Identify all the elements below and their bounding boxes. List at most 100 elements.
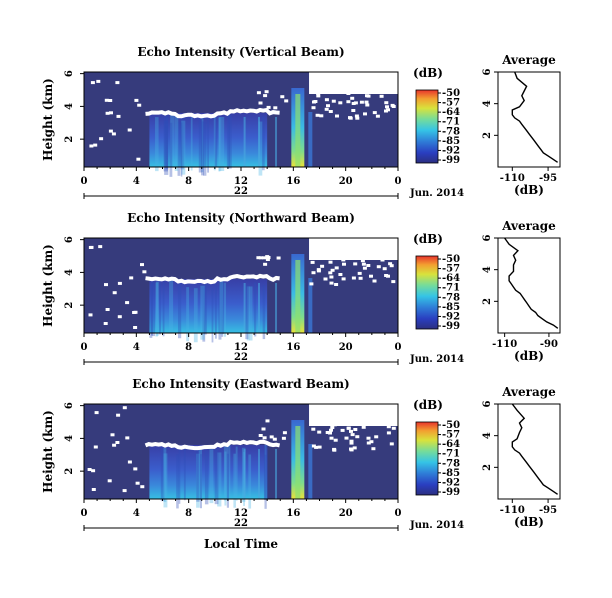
strong-echo-core <box>295 426 301 499</box>
missing-data-pixel <box>125 436 130 440</box>
missing-data-pixel <box>142 270 147 274</box>
missing-data-pixel <box>324 107 329 111</box>
missing-data-pixel <box>93 143 98 147</box>
missing-data-pixel <box>256 91 261 95</box>
precipitation-streak <box>213 116 216 171</box>
precipitation-streak <box>164 120 169 175</box>
colorbar-unit: (dB) <box>413 66 443 80</box>
precipitation-streak <box>214 284 217 339</box>
colorbar-tick-label: -92 <box>442 477 460 488</box>
missing-data-pixel <box>330 426 335 429</box>
missing-data-pixel <box>276 256 281 260</box>
precipitation-streak <box>190 116 193 171</box>
precipitation-streak <box>193 288 198 343</box>
heatmap-panel-1 <box>80 71 441 199</box>
missing-data-pixel <box>258 101 263 105</box>
missing-data-pixel <box>88 246 93 249</box>
x-tick-label: 20 <box>339 508 353 519</box>
missing-data-pixel <box>338 101 343 105</box>
precipitation-streak <box>207 118 210 173</box>
y-tick-label: 2 <box>482 298 493 305</box>
missing-data-region <box>309 72 398 94</box>
y-tick-label: 2 <box>482 132 493 139</box>
missing-data-pixel <box>312 100 316 104</box>
x-axis-label: (dB) <box>514 349 544 363</box>
precipitation-region <box>149 278 268 333</box>
missing-data-pixel <box>320 256 325 260</box>
x-tick-label: 16 <box>286 176 300 187</box>
missing-data-pixel <box>376 265 381 269</box>
missing-data-pixel <box>137 103 142 107</box>
x-tick-label: -95 <box>539 505 557 516</box>
average-profile-panel-3 <box>494 403 561 503</box>
missing-data-pixel <box>98 245 103 249</box>
missing-data-pixel <box>111 132 116 136</box>
missing-data-pixel <box>261 427 266 431</box>
precipitation-streak <box>151 282 156 337</box>
x-tick-label: -110 <box>500 505 525 516</box>
precipitation-streak <box>264 444 267 500</box>
missing-data-pixel <box>366 94 371 98</box>
missing-data-pixel <box>99 137 104 141</box>
missing-data-pixel <box>311 271 316 275</box>
average-profile-line <box>511 71 558 163</box>
colorbar <box>415 255 439 330</box>
missing-data-pixel <box>317 430 322 434</box>
average-profile-line <box>511 403 558 495</box>
missing-data-pixel <box>326 104 330 108</box>
x-tick-label: 4 <box>133 508 140 519</box>
missing-data-pixel <box>331 99 336 103</box>
colorbar-tick-label: -85 <box>442 302 460 313</box>
missing-data-pixel <box>129 276 134 280</box>
missing-data-pixel <box>389 264 394 268</box>
average-profile-line <box>504 237 559 329</box>
missing-data-pixel <box>127 128 132 132</box>
colorbar-tick-label: -85 <box>442 468 460 479</box>
missing-data-pixel <box>332 448 337 452</box>
precipitation-streak <box>160 447 165 502</box>
precipitation-streak <box>203 280 207 335</box>
precipitation-streak <box>226 453 229 508</box>
missing-data-pixel <box>329 428 333 432</box>
y-axis-label: Height (km) <box>41 244 55 327</box>
colorbar-tick-label: -78 <box>442 126 460 137</box>
missing-data-pixel <box>269 435 274 439</box>
missing-data-pixel <box>258 256 263 260</box>
precipitation-streak <box>248 454 252 509</box>
missing-data-pixel <box>389 442 394 446</box>
missing-data-pixel <box>262 436 267 440</box>
colorbar-tick-label: -57 <box>442 430 460 441</box>
echo-streak <box>308 444 313 499</box>
missing-data-pixel <box>366 441 371 445</box>
missing-data-pixel <box>335 90 340 94</box>
plot-frame <box>497 71 561 168</box>
missing-data-pixel <box>338 273 343 276</box>
date-tick-label: 22 <box>234 518 248 529</box>
missing-data-pixel <box>366 436 371 440</box>
x-axis-label: (dB) <box>514 515 544 529</box>
missing-data-pixel <box>108 99 113 102</box>
missing-data-pixel <box>109 111 113 115</box>
precipitation-streak <box>163 448 167 503</box>
missing-data-pixel <box>335 114 339 118</box>
missing-data-pixel <box>353 101 358 105</box>
average-profile-panel-1 <box>494 71 561 171</box>
precipitation-streak <box>203 121 207 176</box>
missing-data-pixel <box>91 469 96 473</box>
precipitation-streak <box>217 452 222 507</box>
missing-data-pixel <box>135 481 140 485</box>
precipitation-streak <box>245 285 249 340</box>
precipitation-streak <box>214 450 219 505</box>
precipitation-streak <box>159 280 161 335</box>
y-tick-label: 4 <box>64 269 75 276</box>
x-tick-label: 16 <box>286 508 300 519</box>
colorbar-unit: (dB) <box>413 232 443 246</box>
missing-data-pixel <box>369 274 373 278</box>
strong-echo-core <box>295 260 301 333</box>
missing-data-pixel <box>351 276 356 280</box>
colorbar-unit: (dB) <box>413 398 443 412</box>
y-tick-label: 6 <box>482 234 493 241</box>
echo-streak <box>308 112 313 167</box>
missing-data-pixel <box>359 100 364 104</box>
missing-data-pixel <box>361 425 366 429</box>
